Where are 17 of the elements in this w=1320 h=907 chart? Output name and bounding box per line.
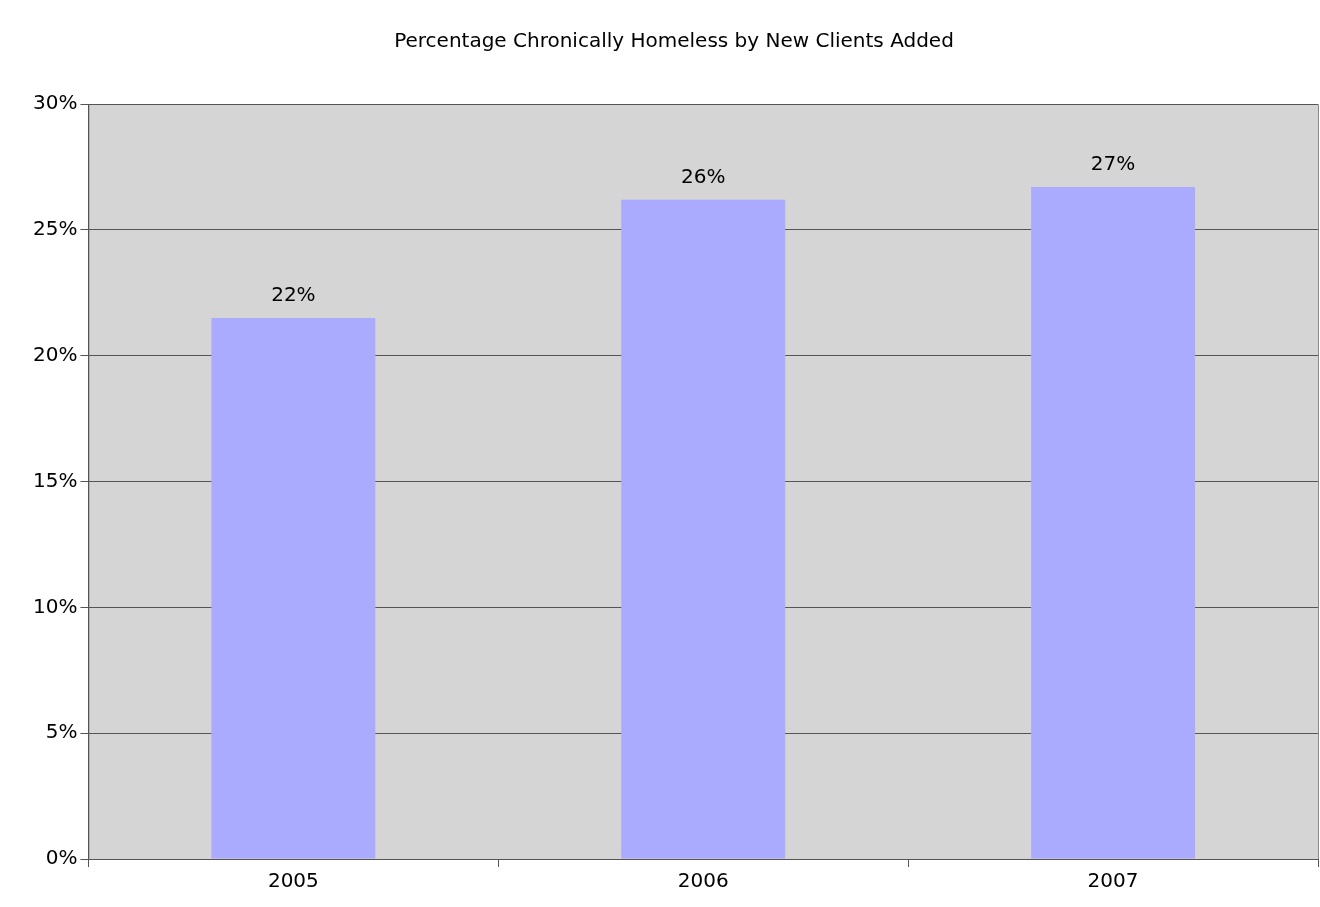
y-tick-label: 5% [45, 719, 78, 744]
bar [1031, 187, 1196, 859]
bar [211, 317, 376, 859]
data-label: 22% [271, 282, 316, 307]
y-tick-label: 25% [33, 216, 78, 241]
bar [621, 199, 786, 859]
chart-title: Percentage Chronically Homeless by New Clients Added [394, 28, 954, 53]
y-tick-label: 15% [33, 467, 78, 492]
y-tick-label: 10% [33, 593, 78, 618]
y-tick-label: 0% [45, 845, 78, 870]
x-tick-label: 2006 [677, 868, 729, 893]
y-tick-label: 20% [33, 341, 78, 366]
data-label: 27% [1090, 151, 1136, 176]
y-tick-label: 30% [33, 90, 78, 115]
x-tick-label: 2007 [1087, 868, 1139, 893]
x-tick-label: 2005 [267, 868, 319, 893]
data-label: 26% [681, 163, 726, 188]
